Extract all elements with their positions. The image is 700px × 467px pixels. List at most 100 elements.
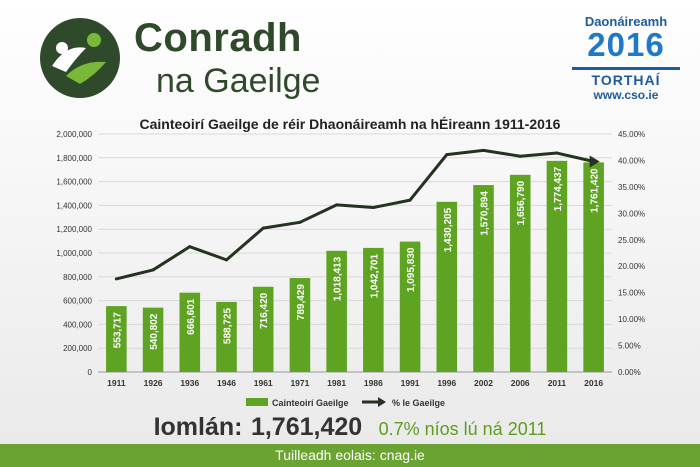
line-point	[225, 258, 228, 262]
bar-data-label: 1,774,437	[553, 166, 564, 211]
y-left-tick-label: 0	[88, 368, 93, 377]
x-tick-label: 2002	[474, 378, 493, 388]
y-right-tick-label: 25.00%	[618, 236, 645, 245]
bar	[326, 250, 347, 372]
bar-data-label: 1,761,420	[590, 168, 601, 213]
total-label: Iomlán:	[153, 413, 243, 441]
bar-data-label: 1,570,894	[480, 191, 491, 236]
line-series-path	[116, 148, 594, 281]
logo-figures-icon	[40, 18, 120, 98]
census-label: Daonáireamh	[584, 14, 668, 29]
bar	[252, 286, 274, 372]
line-point	[298, 220, 302, 224]
bar	[179, 292, 201, 372]
y-right-tick-label: 5.00%	[618, 342, 641, 351]
bar-data-label: 1,042,701	[369, 253, 380, 298]
y-left-tick-label: 200,000	[63, 344, 92, 353]
bar-data-label: 1,656,790	[516, 180, 527, 225]
line-point	[408, 198, 412, 202]
y-left-tick-label: 1,200,000	[56, 225, 92, 234]
y-right-tick-label: 20.00%	[618, 262, 645, 271]
footer: Tuilleadh eolais: cnag.ie	[0, 444, 700, 467]
bar-data-label: 553,717	[112, 312, 123, 349]
census-url: www.cso.ie	[593, 88, 659, 102]
y-right-tick-label: 30.00%	[618, 209, 645, 218]
line-point	[482, 148, 485, 152]
line-point	[518, 154, 522, 158]
line-point	[261, 226, 265, 230]
census-year: 2016	[587, 26, 665, 63]
total-summary: Iomlán: 1,761,420 0.7% níos lú ná 2011	[0, 413, 700, 442]
line-point	[371, 206, 375, 210]
x-tick-label: 1936	[180, 378, 199, 388]
bar	[583, 162, 604, 372]
y-right-tick-label: 40.00%	[618, 156, 645, 165]
y-left-tick-label: 1,800,000	[56, 154, 92, 163]
y-left-tick-label: 600,000	[63, 297, 92, 306]
line-point	[151, 268, 155, 272]
bar-data-label: 1,430,205	[443, 207, 454, 252]
conradh-logo: Conradh na Gaeilge	[36, 8, 320, 108]
x-tick-label: 1986	[364, 378, 383, 388]
bar	[142, 307, 164, 372]
census-divider	[572, 67, 680, 70]
bar-data-label: 1,018,413	[333, 256, 344, 301]
x-tick-label: 2016	[584, 378, 603, 388]
y-left-tick-label: 1,400,000	[56, 201, 92, 210]
y-left-tick-label: 400,000	[63, 320, 92, 329]
x-tick-label: 1981	[327, 378, 346, 388]
legend-bar-label: Cainteoirí Gaeilge	[272, 398, 349, 408]
bar-data-label: 540,802	[149, 313, 160, 350]
legend-line-label: % le Gaeilge	[392, 398, 445, 408]
y-right-tick-label: 10.00%	[618, 315, 645, 324]
census-badge: Daonáireamh 2016 TORTHAÍ www.cso.ie	[566, 14, 686, 102]
y-left-tick-label: 2,000,000	[56, 130, 92, 139]
bar	[216, 301, 237, 372]
x-tick-label: 2011	[548, 378, 567, 388]
bar-data-label: 666,601	[186, 298, 197, 335]
bar	[509, 174, 531, 372]
bar	[363, 247, 384, 372]
bar	[473, 185, 494, 372]
brand-name-line2: na Gaeilge	[156, 62, 321, 100]
y-right-tick-label: 35.00%	[618, 183, 645, 192]
line-arrowhead	[589, 155, 600, 168]
y-right-tick-label: 0.00%	[618, 368, 641, 377]
bar-data-label: 716,420	[259, 292, 270, 329]
census-results: TORTHAÍ	[591, 72, 661, 88]
bar	[106, 306, 127, 372]
line-point	[335, 203, 339, 207]
x-tick-label: 1971	[290, 378, 309, 388]
bar-data-label: 588,725	[223, 308, 234, 345]
x-tick-label: 1946	[217, 378, 236, 388]
x-tick-label: 1926	[144, 378, 163, 388]
x-tick-label: 1991	[401, 378, 420, 388]
bar	[436, 201, 458, 372]
bar-data-label: 789,429	[296, 284, 307, 321]
x-tick-label: 1996	[437, 378, 456, 388]
y-right-tick-label: 45.00%	[618, 130, 645, 139]
bar-data-label: 1,095,830	[406, 247, 417, 292]
bar	[399, 241, 421, 372]
brand-name-line1: Conradh	[134, 16, 302, 60]
x-tick-label: 1911	[107, 378, 126, 388]
line-point	[188, 245, 192, 249]
y-left-tick-label: 1,600,000	[56, 178, 92, 187]
legend-arrow-icon	[378, 397, 386, 407]
footer-text: Tuilleadh eolais: cnag.ie	[275, 447, 425, 463]
y-right-tick-label: 15.00%	[618, 289, 645, 298]
line-point	[555, 151, 559, 155]
line-point	[445, 153, 449, 157]
legend-bar-swatch	[246, 398, 268, 406]
bar	[289, 278, 311, 372]
bar	[546, 160, 568, 372]
x-tick-label: 2006	[511, 378, 530, 388]
change-text: 0.7% níos lú ná 2011	[378, 419, 547, 439]
total-value: 1,761,420	[250, 413, 363, 441]
y-left-tick-label: 800,000	[63, 273, 92, 282]
chart-title: Cainteoirí Gaeilge de réir Dhaonáireamh …	[139, 116, 561, 132]
y-left-tick-label: 1,000,000	[56, 249, 92, 258]
x-tick-label: 1961	[254, 378, 273, 388]
